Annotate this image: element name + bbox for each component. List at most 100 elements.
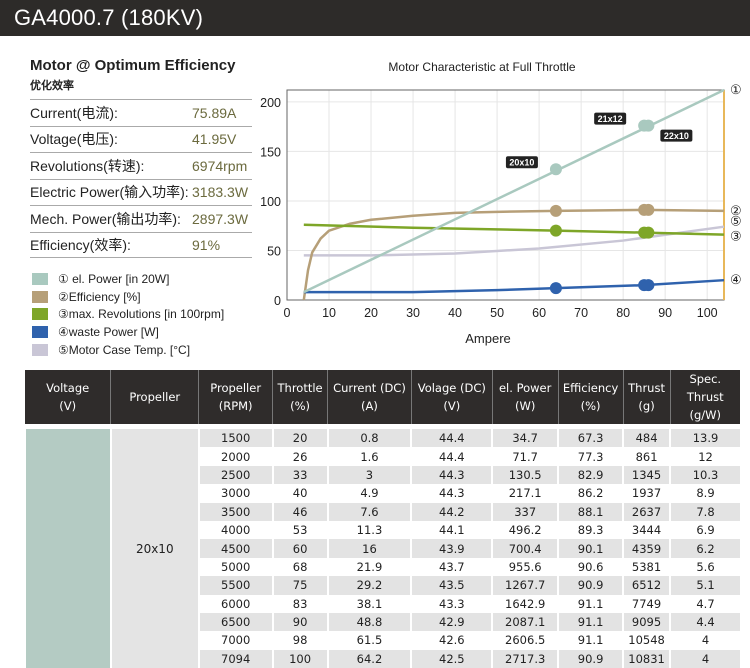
header-line: Volage (DC) bbox=[417, 381, 486, 395]
table-cell: 90.6 bbox=[557, 557, 624, 577]
table-cell: 46 bbox=[271, 502, 328, 521]
data-point bbox=[642, 226, 655, 239]
header-line: Thrust bbox=[628, 381, 665, 395]
table-cell: 44.2 bbox=[410, 502, 493, 521]
series-line bbox=[303, 278, 725, 294]
legend-swatch bbox=[32, 272, 48, 285]
legend-item: ① el. Power [in 20W] bbox=[32, 270, 224, 288]
table-cell: 90.9 bbox=[557, 576, 624, 595]
legend-item: ④waste Power [W] bbox=[32, 323, 224, 341]
legend-swatch bbox=[32, 326, 48, 339]
table-cell: 98 bbox=[271, 631, 328, 650]
series-line bbox=[303, 223, 725, 236]
table-cell: 11.3 bbox=[326, 520, 412, 540]
column-header: el. Power (W) bbox=[491, 370, 559, 424]
table-cell: 861 bbox=[622, 447, 671, 466]
motor-characteristic-chart: Motor Characteristic at Full Throttle 0 10… bbox=[260, 60, 742, 346]
table-cell: 4000 bbox=[197, 520, 273, 540]
table-cell: 43.5 bbox=[410, 576, 493, 595]
table-cell: 0.8 bbox=[326, 429, 412, 448]
x-tick-label: 50 bbox=[490, 306, 504, 320]
column-header: Efficiency (%) bbox=[557, 370, 624, 424]
table-cell: 33 bbox=[271, 465, 328, 485]
table-cell: 4359 bbox=[622, 539, 671, 558]
spec-row: Current(电流): 75.89A bbox=[30, 99, 252, 126]
table-cell: 43.9 bbox=[410, 539, 493, 558]
table-row: 6500 90 48.8 42.9 2087.1 91.1 9095 4.4 bbox=[25, 612, 740, 632]
table-cell: 1642.9 bbox=[491, 594, 559, 613]
table-cell: 91.1 bbox=[557, 612, 624, 632]
chart-legend: ① el. Power [in 20W] ②Efficiency [%] ③max.… bbox=[32, 270, 224, 359]
spec-row: Revolutions(转速): 6974rpm bbox=[30, 152, 252, 179]
table-cell: 26 bbox=[271, 447, 328, 466]
x-tick-label: 0 bbox=[284, 306, 291, 320]
spec-label: Electric Power(输入功率): bbox=[30, 184, 189, 201]
table-cell: 10.3 bbox=[669, 465, 740, 485]
legend-label: ⑤Motor Case Temp. [°C] bbox=[58, 343, 191, 358]
column-header: Volage (DC) (V) bbox=[410, 370, 493, 424]
spec-label: Revolutions(转速): bbox=[30, 157, 145, 174]
table-cell: 5.6 bbox=[669, 557, 740, 577]
point-label: 20x10 bbox=[509, 158, 534, 168]
table-cell: 29.2 bbox=[326, 576, 412, 595]
table-cell: 60 bbox=[271, 539, 328, 558]
header-unit: (V) bbox=[443, 399, 461, 413]
table-cell: 6000 bbox=[197, 594, 273, 613]
table-cell: 1.6 bbox=[326, 447, 412, 466]
table-cell: 82.9 bbox=[557, 465, 624, 485]
table-cell: 89.3 bbox=[557, 520, 624, 540]
table-cell: 44.3 bbox=[410, 465, 493, 485]
x-tick-label: 100 bbox=[697, 306, 718, 320]
table-cell: 90.1 bbox=[557, 539, 624, 558]
spec-row: Efficiency(效率): 91% bbox=[30, 231, 252, 258]
table-cell: 53 bbox=[271, 520, 328, 540]
header-line: Spec. Thrust bbox=[686, 372, 724, 404]
series-end-marker: ② bbox=[730, 203, 742, 218]
table-cell: 4.9 bbox=[326, 484, 412, 503]
header-unit: (g/W) bbox=[689, 408, 722, 422]
table-cell: 5500 bbox=[197, 576, 273, 595]
table-row: 4000 53 11.3 44.1 496.2 89.3 3444 6.9 bbox=[25, 520, 740, 540]
table-cell: 6512 bbox=[622, 576, 671, 595]
header-unit: (V) bbox=[59, 399, 77, 413]
table-cell: 3500 bbox=[197, 502, 273, 521]
table-cell: 3000 bbox=[197, 484, 273, 503]
table-cell: 13.9 bbox=[669, 429, 740, 448]
table-cell: 3444 bbox=[622, 520, 671, 540]
header-line: Efficiency bbox=[562, 381, 619, 395]
table-cell: 130.5 bbox=[491, 465, 559, 485]
table-cell: 955.6 bbox=[491, 557, 559, 577]
point-label-bg bbox=[505, 156, 538, 169]
data-point bbox=[642, 279, 655, 292]
spec-row: Electric Power(输入功率): 3183.3W bbox=[30, 178, 252, 206]
table-cell: 5381 bbox=[622, 557, 671, 577]
data-point bbox=[549, 224, 562, 237]
table-cell: 77.3 bbox=[557, 447, 624, 466]
legend-label: ②Efficiency [%] bbox=[58, 289, 141, 304]
table-cell: 10548 bbox=[622, 631, 671, 650]
table-cell: 48.8 bbox=[326, 612, 412, 632]
table-cell: 4.4 bbox=[669, 612, 740, 632]
table-cell: 700.4 bbox=[491, 539, 559, 558]
series-end-marker: ③ bbox=[730, 229, 742, 244]
propeller-cell: 20x10 bbox=[109, 429, 199, 668]
data-point bbox=[642, 119, 655, 132]
data-point bbox=[549, 204, 562, 217]
x-axis-label: Ampere bbox=[465, 331, 511, 346]
point-label: 22x10 bbox=[664, 131, 689, 141]
y-tick-label: 150 bbox=[260, 145, 281, 159]
table-cell: 7.8 bbox=[669, 502, 740, 521]
x-tick-label: 70 bbox=[574, 306, 588, 320]
x-tick-label: 90 bbox=[658, 306, 672, 320]
table-cell: 91.1 bbox=[557, 594, 624, 613]
table-cell: 6.9 bbox=[669, 520, 740, 540]
table-cell: 75 bbox=[271, 576, 328, 595]
optimum-efficiency-panel: Motor @ Optimum Efficiency 优化效率 Current(… bbox=[30, 57, 252, 258]
legend-label: ④waste Power [W] bbox=[58, 325, 159, 340]
table-cell: 2000 bbox=[197, 447, 273, 466]
header-unit: (RPM) bbox=[218, 399, 253, 413]
page-title: GA4000.7 (180KV) bbox=[0, 0, 750, 36]
table-cell: 2500 bbox=[197, 465, 273, 485]
voltage-cell bbox=[24, 429, 111, 668]
table-cell: 9095 bbox=[622, 612, 671, 632]
